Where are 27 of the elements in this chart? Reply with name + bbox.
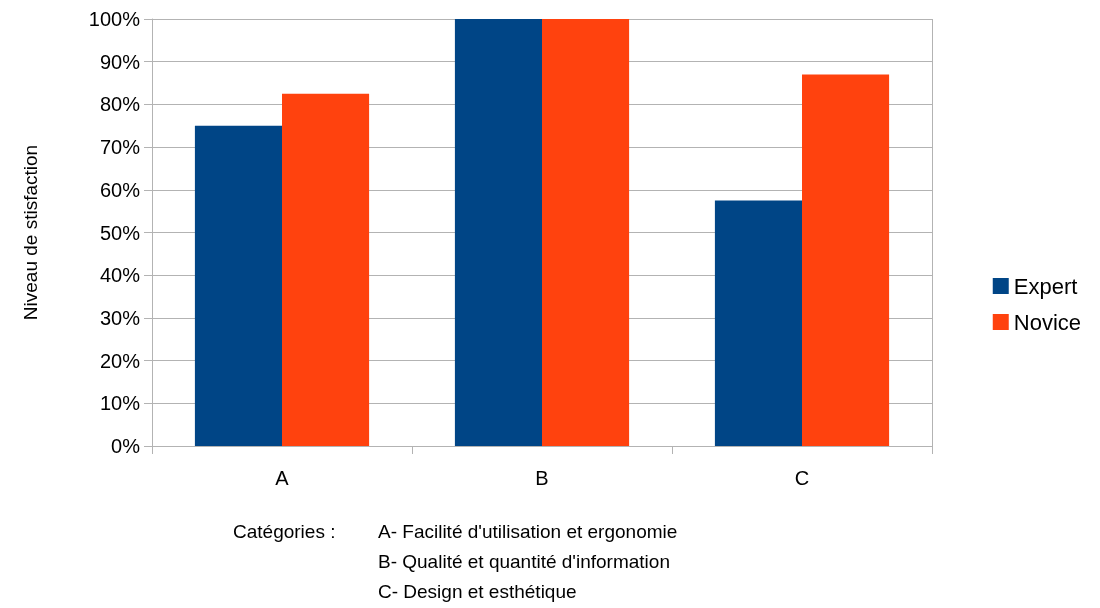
y-tick-label: 20% xyxy=(99,349,141,372)
y-tick-label: 30% xyxy=(99,306,141,329)
y-tick-label: 10% xyxy=(99,392,141,415)
x-tick-label: B xyxy=(535,467,549,489)
text: C- Design et esthétique xyxy=(378,581,577,602)
bar xyxy=(802,74,890,446)
bar xyxy=(194,125,282,446)
bar xyxy=(542,19,630,446)
y-tick-label: 70% xyxy=(99,136,141,159)
y-tick-label: 50% xyxy=(99,221,141,244)
y-tick-label: 0% xyxy=(111,435,141,457)
legend-label: Novice xyxy=(1013,309,1081,335)
legend-label: Expert xyxy=(1013,273,1078,299)
y-axis-title: Niveau de stisfaction xyxy=(20,144,41,321)
text: B- Qualité et quantité d'information xyxy=(378,551,670,572)
bar xyxy=(714,200,802,446)
y-tick-label: 60% xyxy=(99,178,141,201)
x-tick-label: C xyxy=(794,467,810,489)
text: A- Facilité d'utilisation et ergonomie xyxy=(378,521,678,542)
bar xyxy=(282,93,370,446)
x-tick-label: A xyxy=(275,467,290,489)
x-axis-title: Catégories : xyxy=(233,521,336,542)
y-tick-label: 40% xyxy=(99,264,141,287)
bar xyxy=(454,19,542,446)
y-tick-label: 80% xyxy=(99,93,141,116)
y-tick-label: 100% xyxy=(88,8,141,30)
y-tick-label: 90% xyxy=(99,50,141,73)
